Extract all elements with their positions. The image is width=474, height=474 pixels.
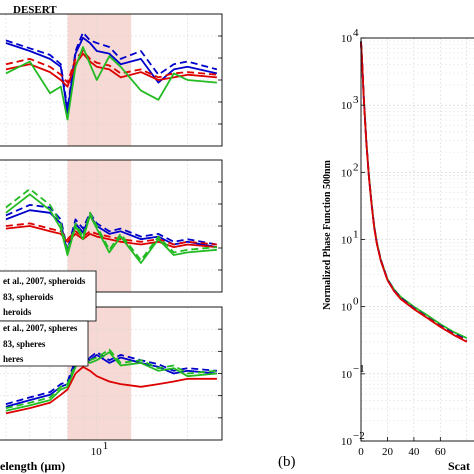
tick-labels: 10 1 10 −210 −110 010 110 210 310 40 20 40 60 xyxy=(91,27,447,458)
y-tick-label-exponent: 3 xyxy=(353,94,359,106)
series-line xyxy=(5,193,217,264)
series-line xyxy=(5,351,217,412)
legend-box-upper xyxy=(0,270,97,322)
panel-b-xlabel: Scat xyxy=(448,459,470,473)
y-tick-label: 10 xyxy=(341,302,353,314)
x-tick-label: 60 xyxy=(435,446,447,458)
series-line xyxy=(5,203,218,251)
y-tick-label: 10 xyxy=(341,369,353,381)
series-line xyxy=(5,365,217,415)
x-tick-label: 20 xyxy=(382,446,394,458)
legend-entry-6: heres xyxy=(3,354,24,364)
legend-entry-1: et al., 2007, spheroids xyxy=(3,276,86,286)
y-tick-label: 10 xyxy=(341,235,353,247)
x-tick-label-exponent: 1 xyxy=(103,440,109,452)
y-tick-label: 10 xyxy=(341,436,353,448)
series-line xyxy=(5,50,217,84)
series-line xyxy=(5,31,218,110)
legend-box-lower xyxy=(0,320,89,367)
y-tick-label: 10 xyxy=(341,33,353,45)
x-tick-label: 10 xyxy=(91,446,103,458)
panel-a-xlabel: elength (μm) xyxy=(0,459,65,473)
y-tick-label-exponent: −1 xyxy=(353,363,365,375)
panel-a-top-title: DESERT xyxy=(13,4,57,16)
series-line xyxy=(5,222,217,246)
legend-entry-2: 83, spheroids xyxy=(3,292,54,302)
panel-b-ylabel: Normalized Phase Function 500nm xyxy=(322,159,333,309)
series-line xyxy=(5,188,217,262)
axes-frames xyxy=(0,13,474,442)
series-line xyxy=(360,42,468,342)
panel-b-label: (b) xyxy=(278,454,296,470)
legend-entry-3: heroids xyxy=(3,307,32,317)
x-tick-label: 40 xyxy=(408,446,420,458)
y-tick-label-exponent: 0 xyxy=(353,296,359,308)
y-tick-label-exponent: 2 xyxy=(353,161,359,173)
y-tick-label: 10 xyxy=(341,100,353,112)
series-line xyxy=(5,46,217,121)
x-tick-label: 0 xyxy=(358,446,364,458)
series-line xyxy=(5,348,217,409)
legend: et al., 2007, spheroids 83, spheroids he… xyxy=(0,270,97,367)
y-tick-label-exponent: 1 xyxy=(353,229,359,241)
series-line xyxy=(360,41,468,339)
legend-entry-5: 83, spheres xyxy=(3,339,46,349)
series-line xyxy=(5,349,217,405)
y-tick-label-exponent: 4 xyxy=(353,27,359,39)
y-tick-label-exponent: −2 xyxy=(353,430,365,442)
y-tick-label: 10 xyxy=(341,167,353,179)
legend-entry-4: et al., 2007, spheres xyxy=(3,323,78,333)
series-line xyxy=(5,52,217,88)
data-series xyxy=(5,31,468,415)
